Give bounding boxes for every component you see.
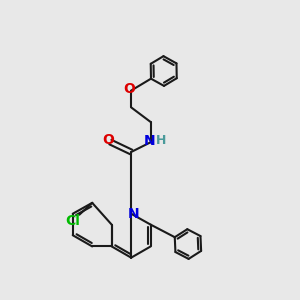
Text: O: O (123, 82, 135, 96)
Text: H: H (156, 134, 166, 147)
Text: N: N (144, 134, 156, 148)
Text: N: N (127, 207, 139, 221)
Text: Cl: Cl (65, 214, 80, 228)
Text: O: O (103, 133, 114, 147)
